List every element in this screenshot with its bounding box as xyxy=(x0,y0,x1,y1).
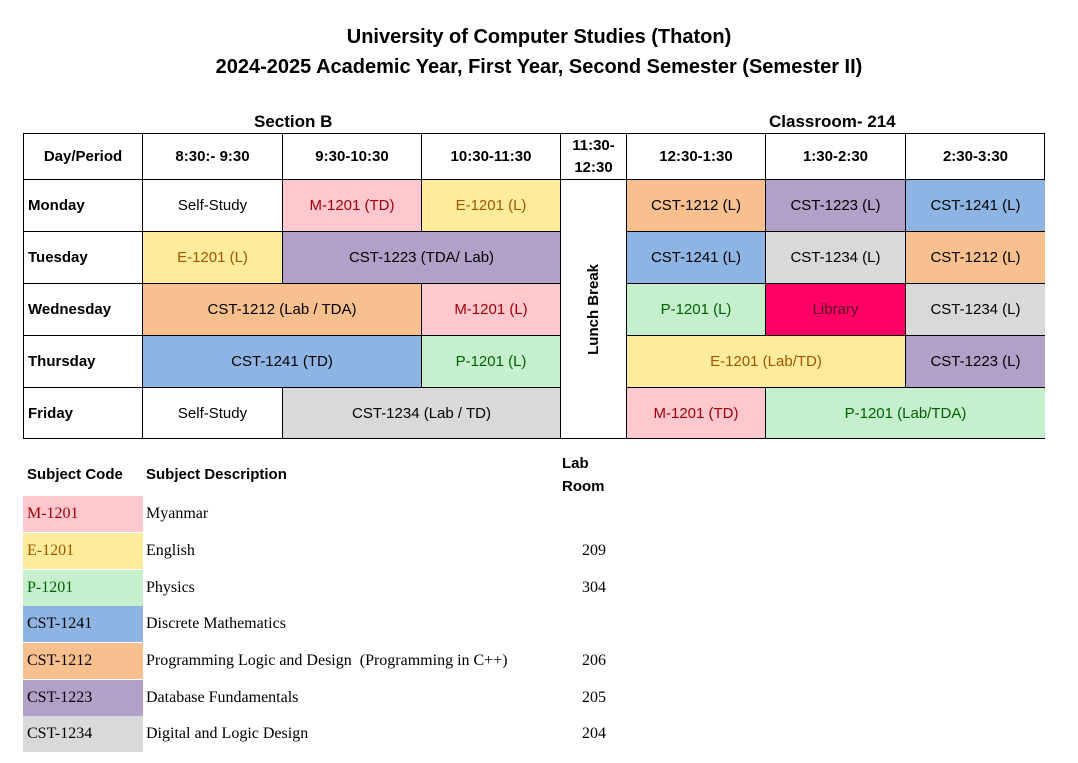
class-slot: CST-1223 (L) xyxy=(906,336,1045,388)
class-slot: CST-1212 (Lab / TDA) xyxy=(143,284,422,336)
class-slot: E-1201 (Lab/TD) xyxy=(627,336,906,388)
class-slot: Self-Study xyxy=(143,180,283,232)
legend-room: 205 xyxy=(582,689,606,706)
legend-code: CST-1241 xyxy=(23,606,143,642)
day-label: Wednesday xyxy=(24,284,143,336)
legend-room: 304 xyxy=(582,579,606,596)
legend-room xyxy=(560,606,606,642)
legend-desc: Discrete Mathematics xyxy=(146,615,286,632)
period-header: 1:30-2:30 xyxy=(766,134,906,180)
day-label: Thursday xyxy=(24,336,143,388)
legend-room xyxy=(560,496,606,532)
lunch-break: Lunch Break xyxy=(561,180,627,438)
class-slot: CST-1241 (TD) xyxy=(143,336,422,388)
legend-room-header: Lab Room xyxy=(562,455,605,495)
legend-desc: Myanmar xyxy=(146,505,209,522)
legend-desc: Programming Logic and Design (Programmin… xyxy=(146,652,508,669)
period-header: 12:30-1:30 xyxy=(627,134,766,180)
class-slot: P-1201 (L) xyxy=(422,336,561,388)
legend-code: CST-1234 xyxy=(23,716,143,752)
class-slot: E-1201 (L) xyxy=(422,180,561,232)
legend-desc: Digital and Logic Design xyxy=(146,725,309,742)
page-subtitle: 2024-2025 Academic Year, First Year, Sec… xyxy=(215,56,863,78)
day-label: Tuesday xyxy=(24,232,143,284)
legend-desc: Physics xyxy=(146,579,195,596)
class-slot: CST-1212 (L) xyxy=(906,232,1045,284)
class-slot: CST-1234 (Lab / TD) xyxy=(283,388,561,438)
class-slot: CST-1234 (L) xyxy=(766,232,906,284)
legend-code: CST-1212 xyxy=(23,643,143,679)
class-slot: CST-1241 (L) xyxy=(627,232,766,284)
legend-room: 204 xyxy=(582,725,606,742)
section-label: Section B xyxy=(254,112,333,131)
period-header: 2:30-3:30 xyxy=(906,134,1045,180)
legend-desc: English xyxy=(146,542,195,559)
class-slot: M-1201 (TD) xyxy=(283,180,422,232)
class-slot: E-1201 (L) xyxy=(143,232,283,284)
period-header: 11:30-12:30 xyxy=(561,134,627,180)
day-label: Monday xyxy=(24,180,143,232)
corner-header: Day/Period xyxy=(24,134,143,180)
day-label: Friday xyxy=(24,388,143,438)
period-header: 8:30:- 9:30 xyxy=(143,134,283,180)
legend-room: 206 xyxy=(582,652,606,669)
period-header: 9:30-10:30 xyxy=(283,134,422,180)
legend-code: E-1201 xyxy=(23,533,143,569)
legend-code: P-1201 xyxy=(23,570,143,606)
class-slot: P-1201 (L) xyxy=(627,284,766,336)
class-slot: M-1201 (L) xyxy=(422,284,561,336)
class-slot: CST-1223 (L) xyxy=(766,180,906,232)
class-slot: Library xyxy=(766,284,906,336)
legend-code: CST-1223 xyxy=(23,680,143,716)
legend-room: 209 xyxy=(582,542,606,559)
class-slot: M-1201 (TD) xyxy=(627,388,766,438)
legend-code-header: Subject Code xyxy=(27,466,123,483)
class-slot: CST-1223 (TDA/ Lab) xyxy=(283,232,561,284)
class-slot: CST-1212 (L) xyxy=(627,180,766,232)
legend-code: M-1201 xyxy=(23,496,143,532)
classroom-label: Classroom- 214 xyxy=(769,112,896,131)
class-slot: CST-1234 (L) xyxy=(906,284,1045,336)
legend-desc: Database Fundamentals xyxy=(146,689,299,706)
class-slot: P-1201 (Lab/TDA) xyxy=(766,388,1045,438)
class-slot: CST-1241 (L) xyxy=(906,180,1045,232)
class-slot: Self-Study xyxy=(143,388,283,438)
page-title: University of Computer Studies (Thaton) xyxy=(346,26,732,48)
timetable: Day/Period 8:30:- 9:30 9:30-10:30 10:30-… xyxy=(23,133,1045,439)
lunch-break-label: Lunch Break xyxy=(585,263,602,355)
period-header: 10:30-11:30 xyxy=(422,134,561,180)
legend-desc-header: Subject Description xyxy=(146,466,287,483)
